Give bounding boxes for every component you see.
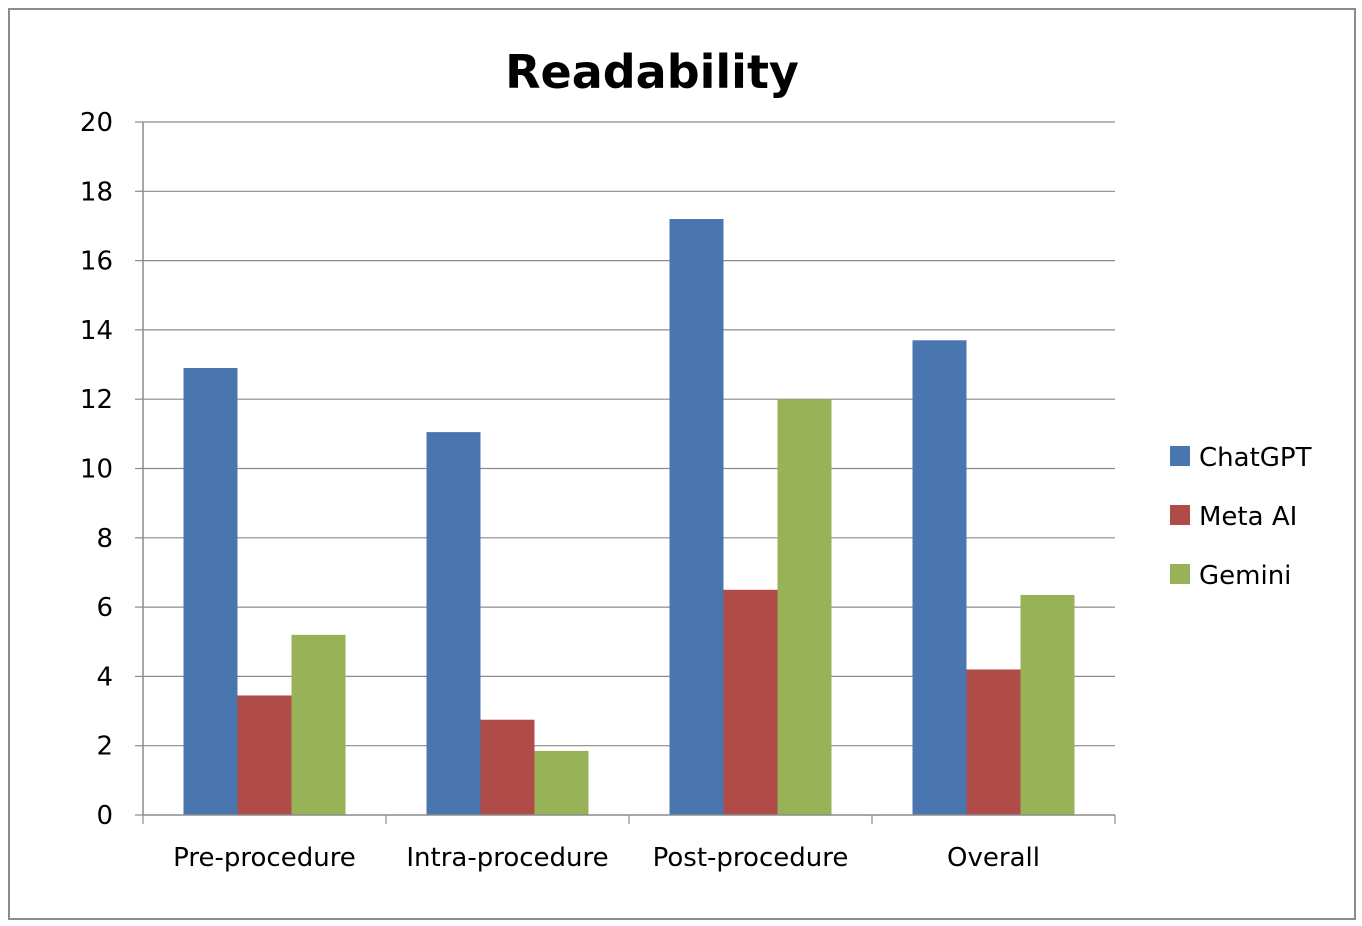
y-tick-label: 8	[96, 524, 113, 554]
x-category-label: Intra-procedure	[406, 843, 608, 873]
bar-meta-ai-post-procedure	[723, 589, 778, 815]
bar-gemini-pre-procedure	[291, 634, 346, 815]
bars	[183, 219, 1075, 815]
y-tick-label: 16	[80, 247, 113, 277]
bar-chatgpt-pre-procedure	[183, 368, 238, 815]
legend-swatch	[1170, 446, 1190, 466]
y-tick-label: 0	[96, 801, 113, 831]
x-axis-category-labels: Pre-procedure Intra-procedure Post-procedu…	[173, 843, 1040, 873]
bar-meta-ai-pre-procedure	[237, 695, 292, 815]
y-tick-label: 12	[80, 385, 113, 415]
axes	[135, 121, 1116, 824]
gridlines	[143, 121, 1115, 747]
x-category-label: Overall	[947, 843, 1040, 873]
x-category-label: Pre-procedure	[173, 843, 356, 873]
legend-label: Meta AI	[1199, 502, 1297, 532]
bar-gemini-post-procedure	[777, 399, 832, 815]
chart-title: Readability	[505, 45, 799, 99]
y-tick-label: 10	[80, 455, 113, 485]
bar-gemini-intra-procedure	[534, 750, 589, 815]
legend: ChatGPT Meta AI Gemini	[1170, 443, 1312, 591]
bar-meta-ai-intra-procedure	[480, 719, 535, 815]
bar-meta-ai-overall	[966, 669, 1021, 815]
legend-label: Gemini	[1199, 561, 1291, 591]
bar-chatgpt-overall	[912, 340, 967, 815]
legend-swatch	[1170, 564, 1190, 584]
y-tick-label: 4	[96, 662, 113, 692]
y-axis-tick-labels: 0 2 4 6 8 10 12 14 16 18 20	[80, 108, 113, 831]
x-category-label: Post-procedure	[653, 843, 849, 873]
y-tick-label: 6	[96, 593, 113, 623]
bar-chatgpt-intra-procedure	[426, 432, 481, 815]
bar-gemini-overall	[1020, 594, 1075, 815]
bar-chatgpt-post-procedure	[669, 219, 724, 815]
y-tick-label: 20	[80, 108, 113, 138]
y-tick-label: 14	[80, 316, 113, 346]
legend-swatch	[1170, 505, 1190, 525]
y-tick-label: 2	[96, 732, 113, 762]
legend-label: ChatGPT	[1199, 443, 1312, 473]
y-tick-label: 18	[80, 177, 113, 207]
